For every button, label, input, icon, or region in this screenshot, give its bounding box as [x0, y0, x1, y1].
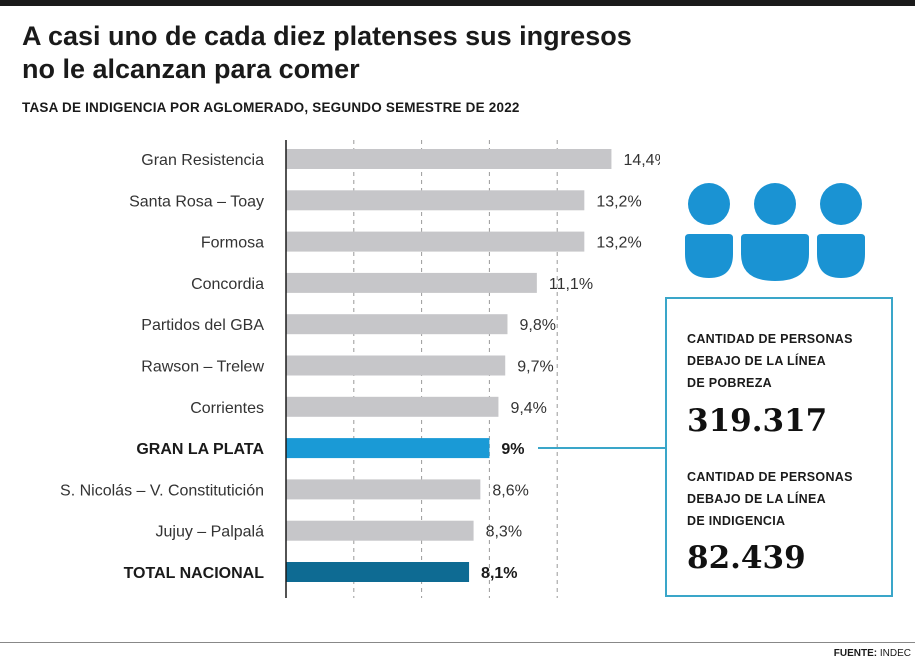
indigence-label-line-2: DEBAJO DE LA LÍNEA	[687, 492, 826, 506]
bar	[286, 231, 585, 252]
value-label: 9,8%	[519, 317, 555, 334]
bar-chart: Gran Resistencia 14,4% Santa Rosa – Toay 13…	[60, 140, 660, 598]
bar	[286, 520, 474, 541]
bar	[286, 190, 585, 211]
bar	[286, 272, 537, 293]
poverty-label-line-2: DEBAJO DE LA LÍNEA	[687, 354, 826, 368]
category-label: TOTAL NACIONAL	[124, 565, 265, 582]
value-label: 9%	[501, 441, 524, 458]
bar	[286, 355, 506, 376]
value-label: 9,4%	[510, 400, 546, 417]
category-label: Rawson – Trelew	[141, 359, 264, 376]
bar	[286, 479, 481, 500]
category-label: Gran Resistencia	[141, 152, 264, 169]
person-body-right	[817, 234, 865, 278]
person-head-right	[820, 183, 862, 225]
category-label: Formosa	[201, 235, 264, 252]
top-rule	[0, 0, 915, 6]
category-label: Jujuy – Palpalá	[155, 524, 264, 541]
person-head-left	[688, 183, 730, 225]
bar	[286, 149, 612, 169]
value-label: 13,2%	[596, 193, 641, 210]
value-label: 8,6%	[492, 482, 528, 499]
poverty-label-line-1: CANTIDAD DE PERSONAS	[687, 332, 853, 346]
indigence-label: CANTIDAD DE PERSONAS DEBAJO DE LA LÍNEA …	[687, 466, 887, 532]
indigence-value: 82.439	[687, 540, 806, 576]
highlight-connector-line	[538, 447, 666, 449]
bar	[286, 438, 490, 459]
indigence-label-line-1: CANTIDAD DE PERSONAS	[687, 470, 853, 484]
value-label: 11,1%	[549, 276, 593, 293]
person-body-left	[685, 234, 733, 278]
bottom-rule	[0, 642, 915, 643]
category-label: Concordia	[191, 276, 264, 293]
people-icon	[685, 183, 865, 281]
source-note: FUENTE: INDEC	[834, 648, 911, 659]
value-label: 9,7%	[517, 359, 553, 376]
chart-subtitle: TASA DE INDIGENCIA POR AGLOMERADO, SEGUN…	[22, 100, 520, 115]
person-body-center	[741, 234, 809, 281]
category-label: Partidos del GBA	[141, 317, 264, 334]
chart-title: A casi uno de cada diez platenses sus in…	[22, 21, 632, 84]
value-label: 13,2%	[596, 235, 641, 252]
source-label: FUENTE:	[833, 648, 878, 659]
info-box: CANTIDAD DE PERSONAS DEBAJO DE LA LÍNEA …	[665, 297, 893, 597]
bar	[286, 562, 470, 582]
poverty-label: CANTIDAD DE PERSONAS DEBAJO DE LA LÍNEA …	[687, 328, 887, 394]
person-head-center	[754, 183, 796, 225]
category-label: Santa Rosa – Toay	[129, 193, 264, 210]
category-label: GRAN LA PLATA	[136, 441, 264, 458]
value-label: 8,3%	[486, 524, 522, 541]
source-value: INDEC	[879, 648, 911, 659]
bar	[286, 396, 499, 417]
indigence-label-line-3: DE INDIGENCIA	[687, 514, 786, 528]
poverty-label-line-3: DE POBREZA	[687, 376, 772, 390]
poverty-value: 319.317	[687, 403, 828, 439]
category-label: S. Nicolás – V. Constitutición	[60, 482, 264, 499]
value-label: 8,1%	[481, 565, 517, 582]
value-label: 14,4%	[623, 152, 660, 169]
bar	[286, 314, 508, 335]
category-label: Corrientes	[190, 400, 264, 417]
bars: Gran Resistencia 14,4% Santa Rosa – Toay 13…	[60, 149, 660, 582]
